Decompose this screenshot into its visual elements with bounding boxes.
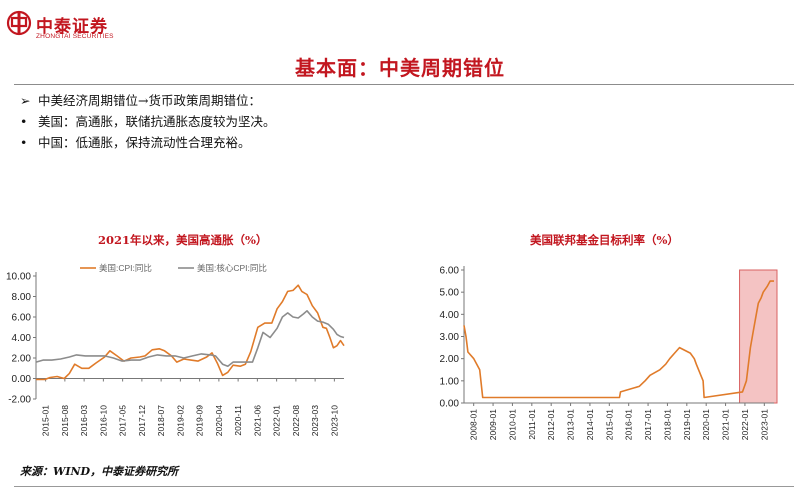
y-tick-label: 10.00 <box>6 272 31 283</box>
x-tick-label: 2019-09 <box>195 405 205 436</box>
x-tick-label: 2008-01 <box>469 409 479 440</box>
x-tick-label: 2020-11 <box>233 405 243 436</box>
y-tick-label: 2.00 <box>440 354 460 365</box>
x-tick-label: 2021-06 <box>252 405 262 436</box>
y-tick-label: 1.00 <box>440 376 460 387</box>
brand-emblem-icon <box>6 10 32 36</box>
y-tick-label: 3.00 <box>440 332 460 343</box>
bullet-item: • 中国：低通胀，保持流动性合理充裕。 <box>20 132 276 153</box>
y-tick-label: 0.00 <box>440 399 460 410</box>
legend-label: 美国:核心CPI:同比 <box>197 263 267 273</box>
bullet-item: ➢ 中美经济周期错位→货币政策周期错位： <box>20 90 276 111</box>
fed-rate-chart: 0.00 1.00 2.00 3.00 4.00 5.00 6.00 2008-01 2009-… <box>440 266 778 440</box>
x-tick-label: 2012-01 <box>546 409 556 440</box>
x-tick-label: 2018-01 <box>662 409 672 440</box>
y-tick-label: 4.00 <box>440 310 460 321</box>
title-divider <box>14 84 794 85</box>
bullet-text: 中美经济周期错位→货币政策周期错位： <box>38 93 261 108</box>
x-tick-label: 2017-01 <box>643 409 653 440</box>
y-tick-label: 2.00 <box>12 354 32 365</box>
x-tick-label: 2022-01 <box>740 409 750 440</box>
bullet-dot-icon: • <box>20 135 28 150</box>
y-tick-label: -2.00 <box>8 395 31 406</box>
chart-title-fed: 美国联邦基金目标利率（%） <box>530 233 679 247</box>
cpi-chart: -2.00 0.00 2.00 4.00 6.00 8.00 10.00 2015-01 201… <box>6 263 345 436</box>
x-tick-label: 2023-03 <box>310 405 320 436</box>
x-tick-label: 2022-01 <box>272 405 282 436</box>
x-tick-label: 2017-12 <box>137 405 147 436</box>
x-tick-label: 2018-07 <box>156 405 166 436</box>
x-tick-label: 2022-08 <box>291 405 301 436</box>
x-tick-label: 2011-01 <box>527 409 537 440</box>
x-tick-label: 2009-01 <box>488 409 498 440</box>
x-tick-label: 2015-01 <box>41 405 51 436</box>
y-tick-label: 6.00 <box>12 313 32 324</box>
x-tick-label: 2020-01 <box>701 409 711 440</box>
chart-title-cpi: 2021年以来，美国高通胀（%） <box>98 233 268 247</box>
y-tick-label: 6.00 <box>440 266 460 277</box>
y-tick-label: 5.00 <box>440 288 460 299</box>
legend-label: 美国:CPI:同比 <box>99 263 152 273</box>
x-tick-label: 2016-01 <box>624 409 634 440</box>
x-tick-label: 2015-01 <box>604 409 614 440</box>
x-tick-label: 2020-04 <box>214 405 224 436</box>
y-tick-label: 8.00 <box>12 292 32 303</box>
x-tick-label: 2016-10 <box>98 405 108 436</box>
bullet-text: 中国：低通胀，保持流动性合理充裕。 <box>38 135 251 150</box>
brand-name-en: ZHONGTAI SECURITIES <box>36 33 114 40</box>
y-tick-label: 4.00 <box>12 333 32 344</box>
page-title: 基本面：中美周期错位 <box>295 56 505 80</box>
bullet-text: 美国：高通胀，联储抗通胀态度较为坚决。 <box>38 114 276 129</box>
brand-logo: 中泰证券 ZHONGTAI SECURITIES <box>6 8 156 44</box>
x-tick-label: 2013-01 <box>566 409 576 440</box>
source-note: 来源：WIND，中泰证券研究所 <box>20 465 179 478</box>
x-tick-label: 2019-01 <box>682 409 692 440</box>
x-tick-label: 2023-10 <box>329 405 339 436</box>
series-line-1 <box>35 310 345 367</box>
x-tick-label: 2015-08 <box>60 405 70 436</box>
x-tick-label: 2021-01 <box>721 409 731 440</box>
bullet-list: ➢ 中美经济周期错位→货币政策周期错位： • 美国：高通胀，联储抗通胀态度较为坚… <box>20 90 276 153</box>
bullet-arrow-icon: ➢ <box>20 93 31 108</box>
y-tick-label: 0.00 <box>12 374 32 385</box>
x-tick-label: 2019-02 <box>175 405 185 436</box>
x-tick-label: 2016-03 <box>79 405 89 436</box>
x-tick-label: 2017-05 <box>118 405 128 436</box>
series-line-0 <box>36 284 345 381</box>
brand-name-cn: 中泰证券 <box>36 17 108 37</box>
x-tick-label: 2014-01 <box>585 409 595 440</box>
bullet-item: • 美国：高通胀，联储抗通胀态度较为坚决。 <box>20 111 276 132</box>
bullet-dot-icon: • <box>20 114 28 129</box>
series-line-0 <box>463 280 774 399</box>
x-tick-label: 2010-01 <box>507 409 517 440</box>
bottom-divider <box>14 486 794 487</box>
x-tick-label: 2023-01 <box>759 409 769 440</box>
